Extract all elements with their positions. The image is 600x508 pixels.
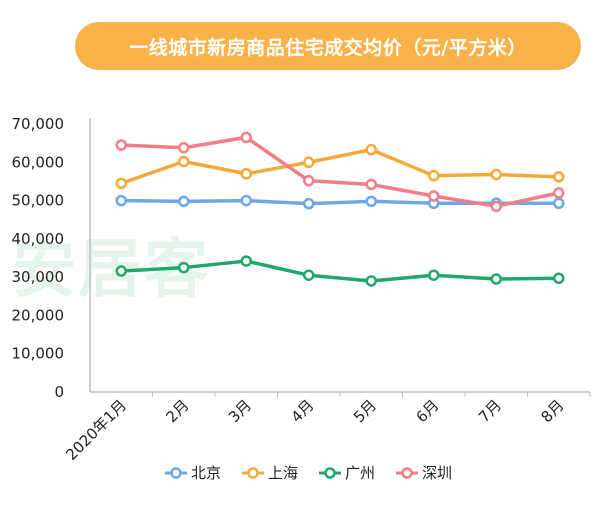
data-point [240,194,252,207]
data-point [365,143,377,156]
x-tick-label: 2月 [162,396,192,426]
data-point [115,139,127,151]
x-tick-label: 6月 [412,396,442,426]
y-tick-label: 50,000 [12,192,65,210]
data-point [428,190,440,202]
x-tick-label: 5月 [350,396,380,426]
data-point [240,255,252,267]
data-point [240,131,252,144]
data-point [115,265,127,277]
data-point [553,171,565,183]
chart-title: 一线城市新房商品住宅成交均价（元/平方米） [75,22,581,70]
y-tick-label: 10,000 [12,345,65,363]
x-tick-label: 7月 [475,396,505,426]
legend-label: 北京 [191,464,221,482]
data-point [553,272,565,285]
y-tick-label: 0 [54,383,64,401]
data-point [490,200,502,213]
data-point [178,195,190,208]
x-tick-label: 2020年1月 [62,396,130,464]
legend-swatch-marker [170,467,182,479]
data-point [490,168,502,181]
legend-label: 深圳 [422,464,452,482]
data-point [178,261,190,274]
data-point [428,169,440,182]
data-point [303,197,315,210]
series-line-1 [119,147,561,186]
y-tick-label: 30,000 [12,268,65,286]
data-point [428,269,440,281]
data-point [553,187,565,199]
x-tick-label: 3月 [225,396,255,426]
data-point [365,195,377,208]
data-point [240,168,252,180]
y-tick-label: 20,000 [12,306,65,324]
data-point [490,273,502,285]
data-point [303,174,315,187]
data-point [115,194,127,207]
y-tick-label: 70,000 [12,115,65,133]
series-line-2 [119,259,561,283]
data-point [178,155,190,168]
data-point [365,275,377,287]
data-point [115,177,127,190]
data-point [365,178,377,191]
y-tick-label: 40,000 [12,230,65,248]
legend-label: 上海 [268,464,298,482]
x-tick-label: 4月 [287,396,317,426]
data-point [178,141,190,154]
data-point [303,156,315,169]
series-line-3 [119,135,561,209]
x-tick-label: 8月 [537,396,567,426]
y-tick-label: 60,000 [12,153,65,171]
legend-swatch-marker [247,467,259,479]
legend-swatch-marker [401,467,413,479]
data-point [303,269,315,281]
legend-swatch-marker [324,467,336,479]
data-point [553,197,565,210]
legend-label: 广州 [345,464,375,482]
